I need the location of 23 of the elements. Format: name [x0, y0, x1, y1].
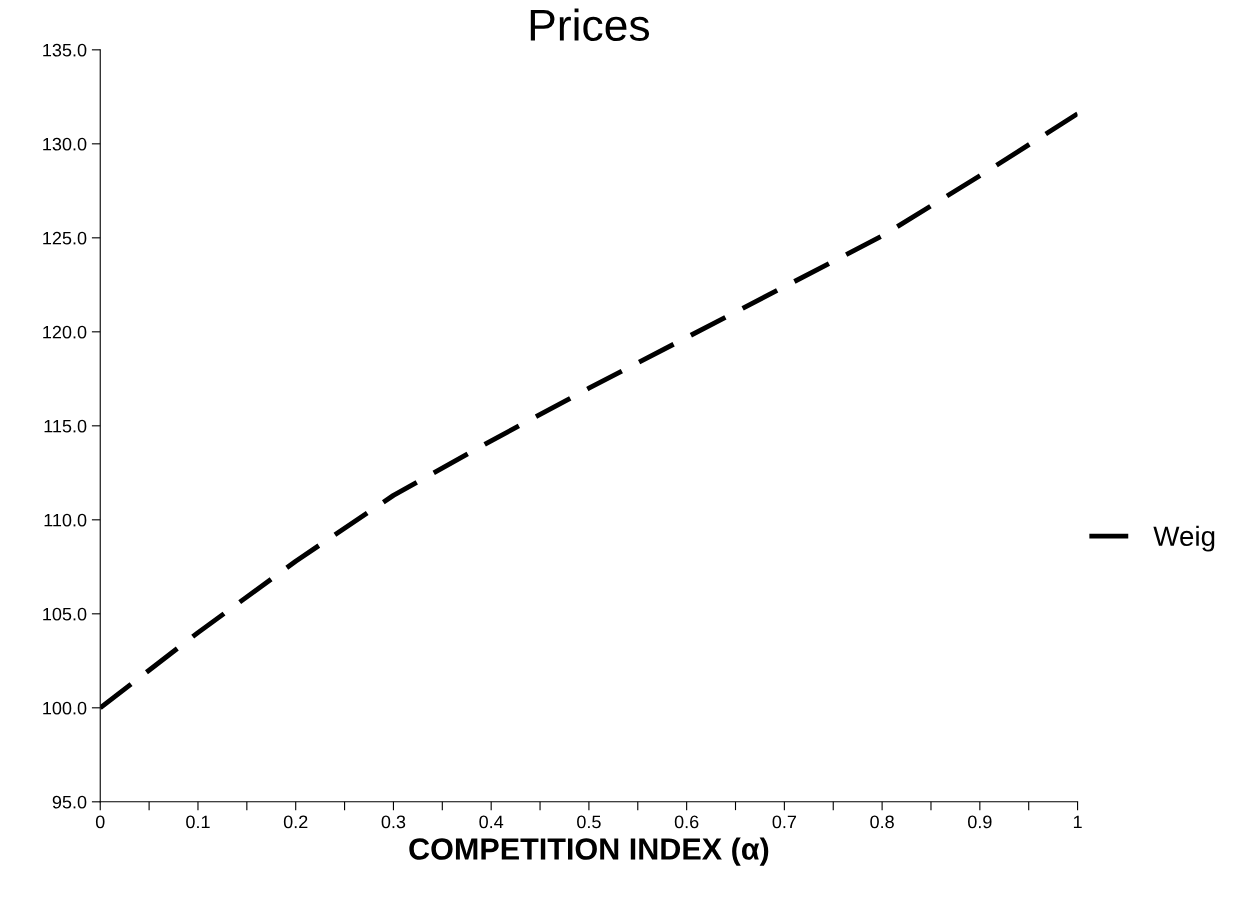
x-tick-label: 0.8	[870, 815, 894, 829]
y-tick-label: 105.0	[43, 607, 87, 621]
x-axis-title: COMPETITION INDEX (α)	[409, 837, 769, 866]
x-tick-label: 0.6	[674, 815, 699, 829]
y-tick-label: 110.0	[44, 513, 87, 527]
chart-title: Prices	[530, 8, 650, 42]
x-tick-label: 0.3	[381, 815, 406, 829]
y-tick-label: 95.0	[52, 795, 87, 809]
y-tick-label: 100.0	[43, 701, 87, 715]
x-tick-label: 0.2	[283, 815, 308, 829]
y-tick-label: 130.0	[43, 137, 87, 151]
y-tick-label: 135.0	[43, 43, 87, 57]
x-tick-label: 0.1	[186, 815, 210, 829]
x-tick-label: 0.5	[577, 815, 601, 829]
x-tick-label: 0.7	[772, 815, 797, 829]
legend-label: Weig	[1153, 525, 1215, 552]
y-tick-label: 125.0	[43, 231, 87, 245]
y-tick-label: 115.0	[44, 419, 87, 433]
x-tick-label: 0.9	[968, 815, 992, 829]
x-tick-label: 0	[95, 815, 105, 829]
x-tick-label: 0.4	[479, 815, 504, 829]
y-tick-label: 120.0	[43, 325, 87, 339]
x-tick-label: 1	[1073, 815, 1082, 829]
